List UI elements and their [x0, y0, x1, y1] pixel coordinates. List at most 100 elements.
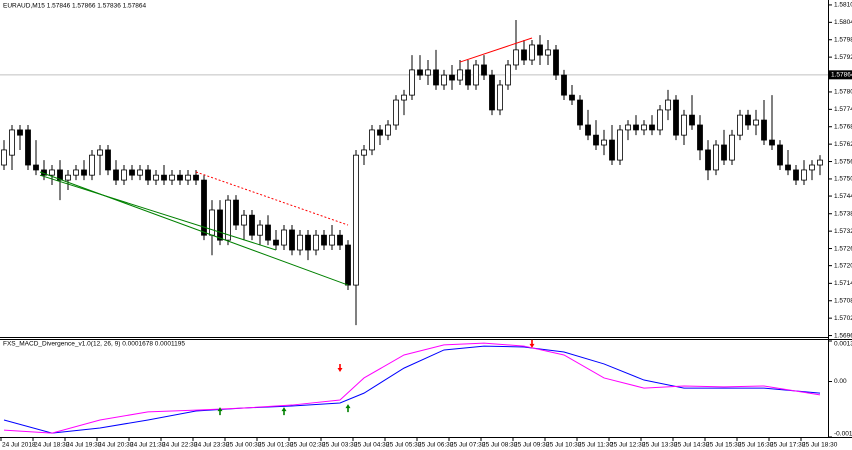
candle-body — [49, 169, 55, 176]
candle-body — [225, 199, 231, 241]
x-tick-label: 24 Jul 2018 — [2, 442, 36, 449]
x-tick-label: 24 Jul 19:30 — [66, 442, 102, 449]
y-tick-label: 1.57985 — [834, 36, 852, 43]
y-tick-label: 0.00 — [834, 378, 847, 385]
x-tick-label: 25 Jul 08:30 — [482, 442, 518, 449]
x-tick-label: 25 Jul 13:30 — [642, 442, 678, 449]
y-tick-label: 1.57805 — [834, 89, 852, 96]
candle-body — [113, 169, 119, 181]
y-tick-label: 1.57085 — [834, 297, 852, 304]
candle-body — [617, 129, 623, 161]
y-tick-label: 1.57625 — [834, 141, 852, 148]
candle-body — [673, 99, 679, 136]
candle-body — [305, 234, 311, 251]
y-tick-label: 1.57505 — [834, 176, 852, 183]
candle-body — [161, 174, 167, 181]
trendline — [195, 171, 349, 226]
candle-body — [169, 174, 175, 181]
trendline — [39, 171, 349, 286]
y-tick-label: 1.57265 — [834, 245, 852, 252]
price-panel: 1.58105 1.58045 1.57985 1.57925 1.57805 1.577… — [0, 2, 852, 339]
candle-body — [265, 224, 271, 241]
candle-body — [457, 69, 463, 81]
x-tick-label: 24 Jul 21:30 — [130, 442, 166, 449]
candle-body — [257, 224, 263, 236]
x-tick-label: 25 Jul 00:30 — [226, 442, 262, 449]
candle-body — [657, 109, 663, 131]
x-tick-label: 25 Jul 04:30 — [354, 442, 390, 449]
bid-label: 1.57864 — [831, 72, 852, 79]
candle-body — [273, 239, 279, 246]
candle-body — [217, 209, 223, 241]
candle-body — [497, 84, 503, 111]
x-tick-label: 25 Jul 02:30 — [290, 442, 326, 449]
signal-arrow — [217, 407, 223, 416]
y-tick-label: -0.001862 — [834, 431, 852, 438]
x-tick-label: 25 Jul 07:30 — [450, 442, 486, 449]
candle-body — [233, 199, 239, 226]
x-tick-label: 25 Jul 05:30 — [386, 442, 422, 449]
candle-body — [753, 119, 759, 126]
x-tick-label: 25 Jul 11:30 — [578, 442, 613, 449]
candle-body — [569, 94, 575, 101]
candle-body — [625, 124, 631, 131]
candle-body — [817, 159, 823, 166]
y-tick-label: 1.57025 — [834, 315, 852, 322]
candle-body — [177, 174, 183, 181]
x-tick-label: 25 Jul 03:30 — [322, 442, 358, 449]
x-tick-label: 24 Jul 18:30 — [34, 442, 70, 449]
candle-body — [209, 209, 215, 236]
candle-body — [537, 44, 543, 56]
candle-body — [633, 124, 639, 131]
candle-body — [9, 129, 15, 156]
candle-body — [577, 99, 583, 126]
candle-body — [353, 154, 359, 286]
bid-label-box — [829, 70, 852, 80]
candle-body — [425, 69, 431, 76]
candle-body — [441, 74, 447, 86]
candle-body — [809, 164, 815, 171]
x-tick-label: 24 Jul 23:30 — [194, 442, 230, 449]
candle-body — [681, 114, 687, 136]
x-tick-label: 24 Jul 20:30 — [98, 442, 134, 449]
candle-body — [777, 144, 783, 166]
candle-body — [129, 169, 135, 176]
candle-body — [545, 49, 551, 56]
candle-body — [649, 124, 655, 131]
signal-arrow — [281, 407, 287, 416]
candle-body — [297, 234, 303, 251]
candle-body — [585, 124, 591, 136]
candle-body — [417, 69, 423, 76]
x-tick-label: 25 Jul 10:30 — [546, 442, 582, 449]
candle-body — [521, 49, 527, 61]
candle-body — [465, 69, 471, 86]
signal-arrow — [529, 339, 535, 348]
candle-body — [689, 114, 695, 126]
y-tick-label: 0.00136 — [834, 341, 852, 348]
candle-body — [665, 99, 671, 111]
candle-body — [193, 174, 199, 181]
candle-body — [513, 49, 519, 66]
candle-body — [33, 164, 39, 171]
x-tick-label: 25 Jul 18:30 — [802, 442, 838, 449]
y-tick-label: 1.56965 — [834, 332, 852, 339]
trendline — [39, 174, 277, 251]
y-tick-label: 1.57745 — [834, 106, 852, 113]
candle-body — [329, 234, 335, 246]
candle-body — [409, 69, 415, 96]
y-tick-label: 1.57565 — [834, 158, 852, 165]
candle-body — [729, 134, 735, 161]
y-tick-label: 1.57385 — [834, 210, 852, 217]
candle-body — [561, 74, 567, 96]
candle-body — [81, 169, 87, 176]
x-tick-label: 25 Jul 09:30 — [514, 442, 550, 449]
x-tick-label: 25 Jul 06:30 — [418, 442, 454, 449]
signal-arrow — [337, 364, 343, 373]
x-tick-label: 25 Jul 14:30 — [674, 442, 710, 449]
x-tick-label: 24 Jul 22:30 — [162, 442, 198, 449]
candle-body — [73, 169, 79, 176]
x-tick-label: 25 Jul 17:30 — [770, 442, 806, 449]
candle-body — [481, 64, 487, 76]
